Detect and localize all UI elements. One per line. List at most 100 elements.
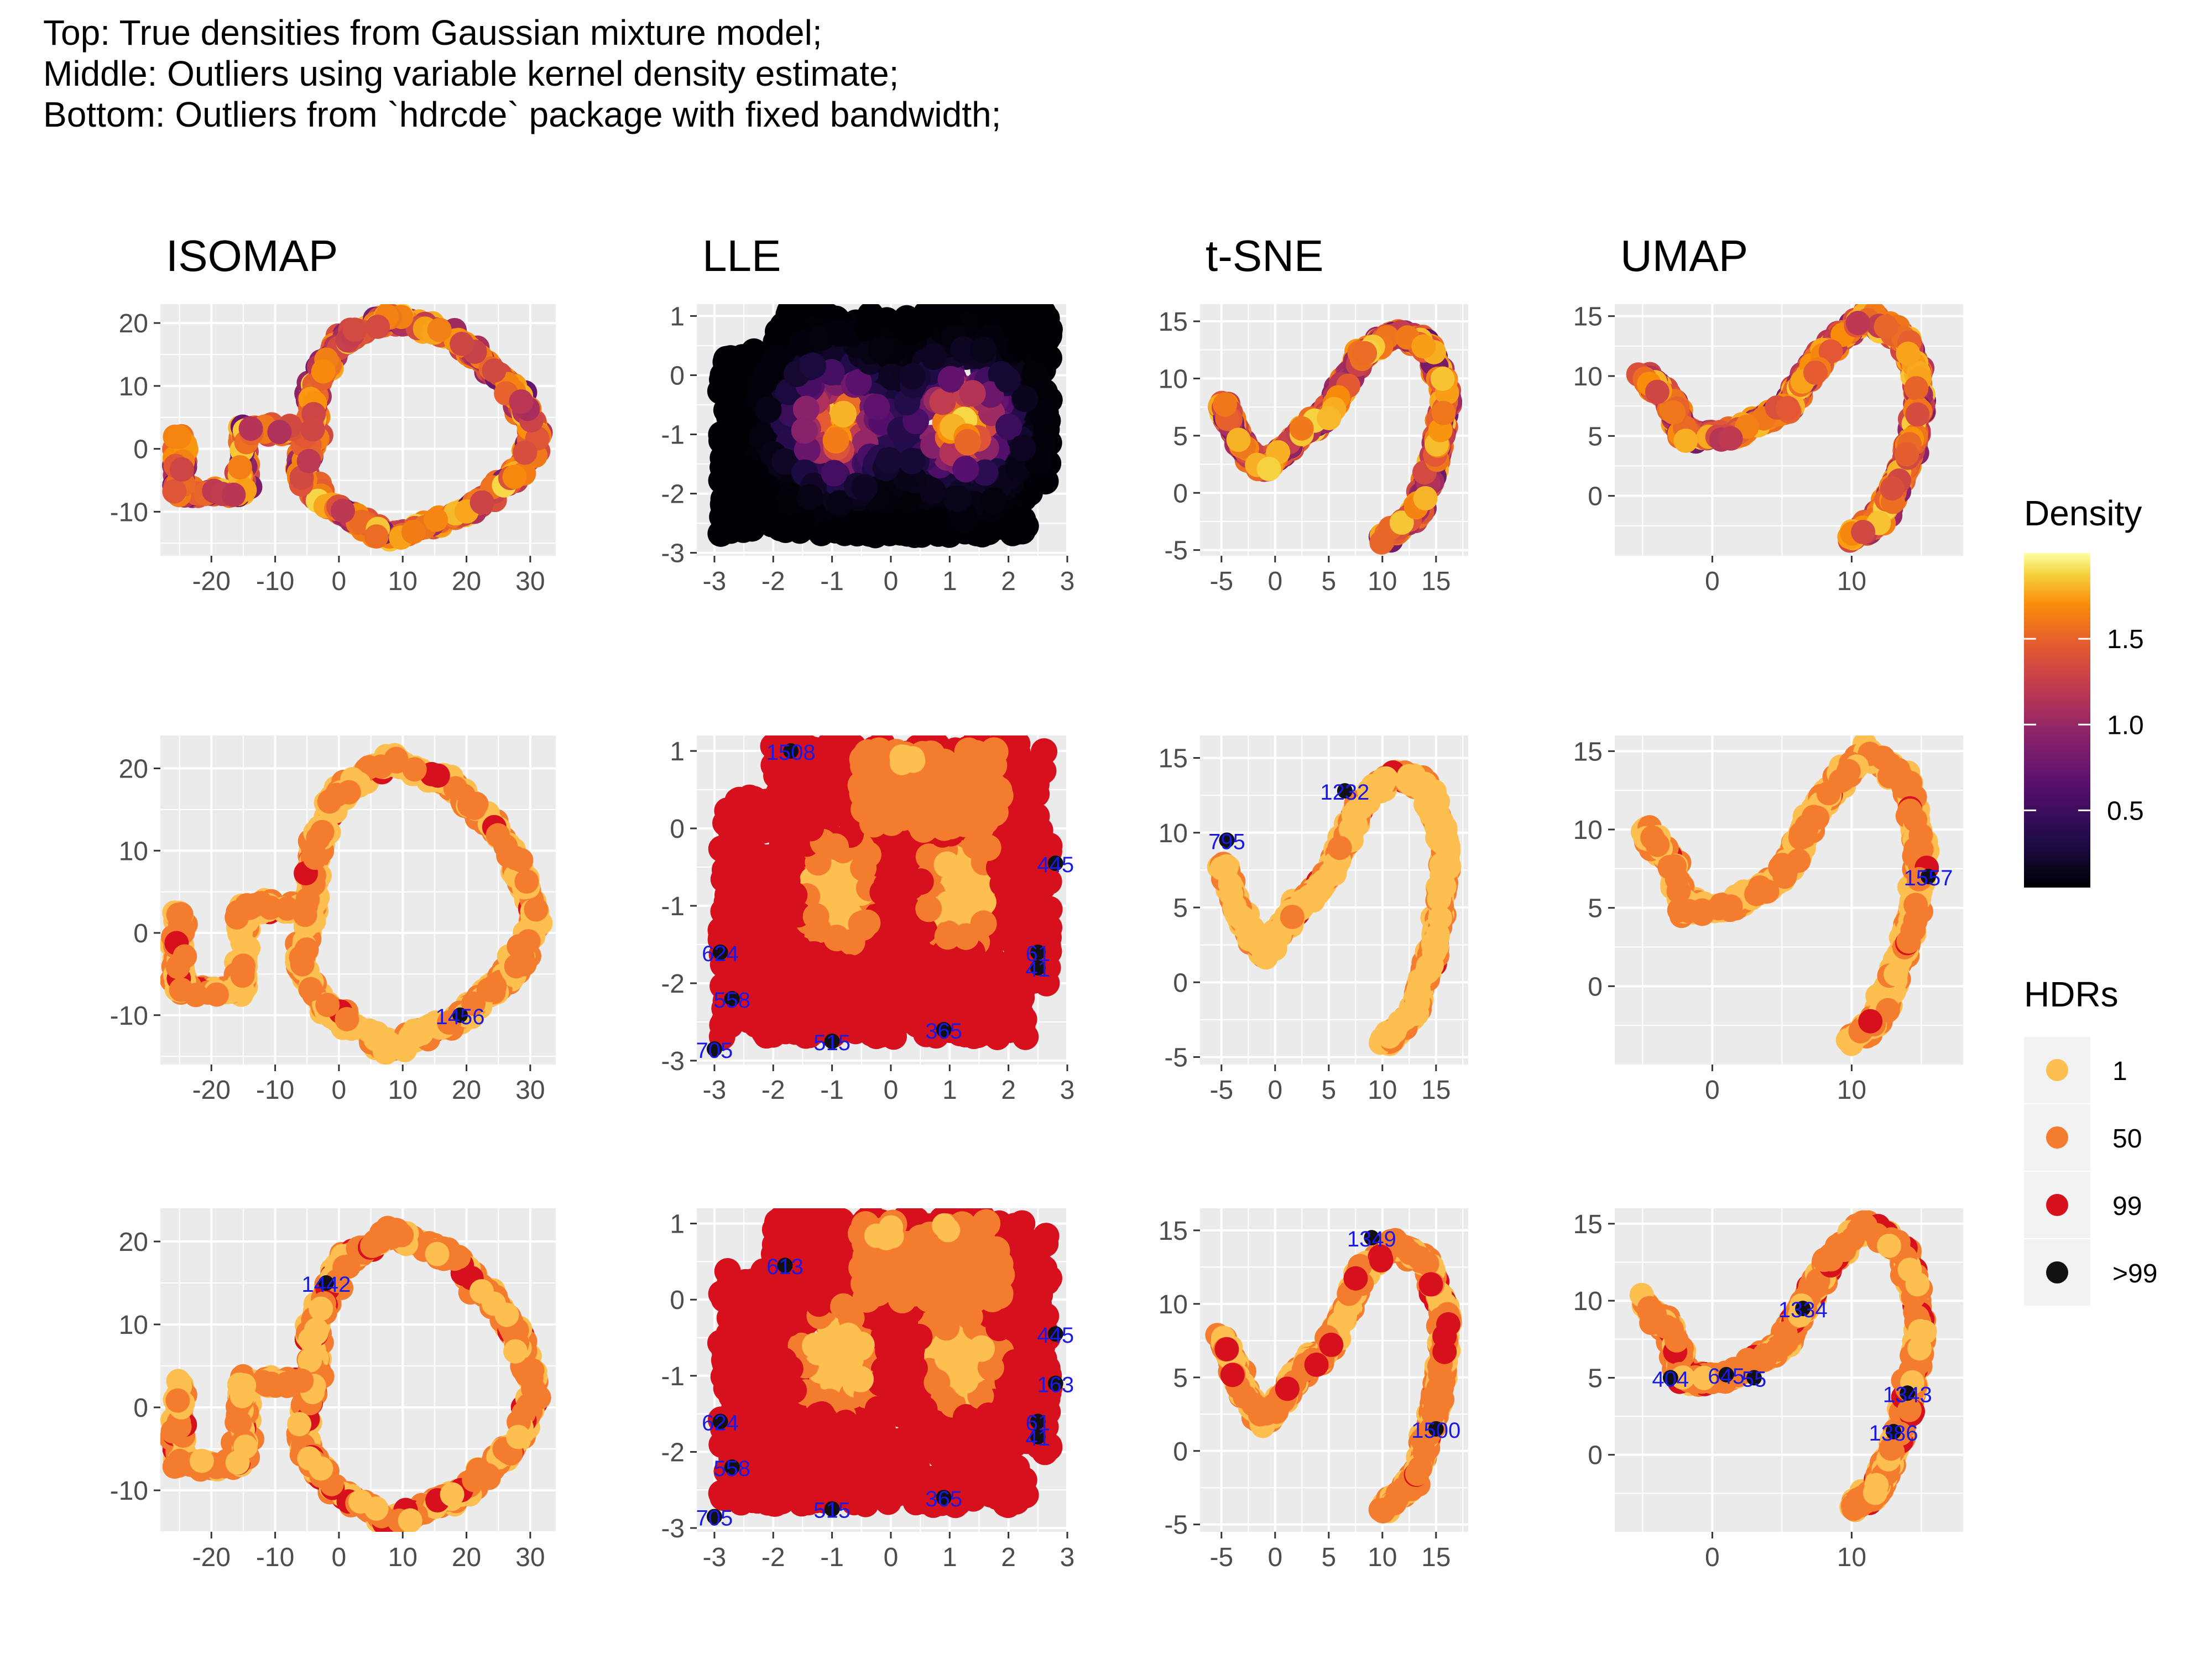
data-point <box>868 336 895 363</box>
outlier-label: 1456 <box>436 1005 485 1029</box>
point-layer <box>1208 319 1463 555</box>
x-tick-label: 1 <box>942 567 957 596</box>
data-point <box>826 490 853 517</box>
data-point <box>294 937 319 962</box>
data-point <box>1213 392 1238 417</box>
y-tick-label: 5 <box>1173 422 1188 451</box>
x-tick-label: 10 <box>1837 567 1866 596</box>
x-tick-label: 0 <box>1705 567 1720 596</box>
data-point <box>469 490 494 515</box>
y-tick-label: 20 <box>119 755 148 784</box>
data-point <box>829 512 856 539</box>
y-tick-label: -10 <box>110 1001 148 1031</box>
x-tick-label: -3 <box>703 1076 727 1105</box>
data-point <box>227 455 252 480</box>
x-tick-label: 5 <box>1321 567 1336 596</box>
x-tick-label: 10 <box>388 1076 418 1105</box>
data-point <box>799 352 826 379</box>
x-tick-label: -2 <box>761 1076 785 1105</box>
data-point <box>973 304 1000 326</box>
figure-caption: Top: True densities from Gaussian mixtur… <box>43 12 1001 135</box>
data-point <box>418 1013 442 1038</box>
y-tick-label: 0 <box>1588 482 1603 512</box>
data-point <box>330 498 355 523</box>
data-point <box>730 516 757 543</box>
x-tick-label: -10 <box>256 567 294 596</box>
data-point <box>524 897 549 922</box>
y-tick-label: 15 <box>1573 302 1603 332</box>
data-point <box>1905 402 1930 427</box>
data-point <box>830 400 857 427</box>
data-point <box>1009 435 1036 462</box>
data-point <box>959 380 986 407</box>
x-tick-label: 0 <box>884 567 899 596</box>
data-point <box>898 316 925 343</box>
x-tick-label: 10 <box>388 567 418 596</box>
data-point <box>221 482 246 507</box>
data-point <box>372 1027 397 1052</box>
x-tick-label: -20 <box>192 1076 231 1105</box>
data-point <box>709 503 736 530</box>
data-point <box>1896 341 1921 366</box>
y-tick-label: 0 <box>670 815 685 844</box>
data-point <box>791 417 818 444</box>
data-point <box>875 447 902 474</box>
x-tick-label: -5 <box>1209 567 1233 596</box>
y-tick-label: 15 <box>1159 307 1188 337</box>
data-point <box>995 413 1022 440</box>
caption-line-top: Top: True densities from Gaussian mixtur… <box>43 13 822 53</box>
x-tick-label: 0 <box>884 1076 899 1105</box>
y-tick-label: -2 <box>661 480 685 509</box>
data-point <box>1389 510 1414 535</box>
y-tick-label: 10 <box>119 837 148 866</box>
data-point <box>1673 428 1698 453</box>
data-point <box>1803 361 1828 385</box>
data-point <box>954 429 981 456</box>
x-tick-label: -20 <box>192 567 231 596</box>
x-tick-label: 20 <box>452 1076 481 1105</box>
y-tick-label: 20 <box>119 309 148 338</box>
data-point <box>1005 333 1032 361</box>
data-point <box>482 358 507 383</box>
panel-title: UMAP <box>1620 231 1748 280</box>
data-point <box>937 366 964 393</box>
data-point <box>792 395 820 422</box>
data-point <box>899 363 926 390</box>
data-point <box>826 320 853 347</box>
data-point <box>1845 311 1870 336</box>
data-point <box>425 763 450 788</box>
data-point <box>1775 396 1800 421</box>
data-point <box>851 474 878 501</box>
x-tick-label: 30 <box>515 567 545 596</box>
data-point <box>1289 416 1314 441</box>
data-point <box>450 331 474 356</box>
data-point <box>854 315 881 342</box>
point-layer <box>706 735 1063 1057</box>
data-point <box>298 977 323 1001</box>
y-tick-label: 10 <box>1159 364 1188 394</box>
data-point <box>994 366 1021 393</box>
data-point <box>267 420 292 445</box>
data-point <box>1880 476 1905 501</box>
point-layer <box>160 743 553 1065</box>
x-tick-label: 10 <box>1368 567 1397 596</box>
data-point <box>952 456 979 483</box>
data-point <box>1430 366 1455 391</box>
data-point <box>335 1006 359 1031</box>
data-point <box>1818 339 1843 364</box>
data-point <box>1904 376 1929 401</box>
data-point <box>863 394 890 421</box>
data-point <box>366 314 390 339</box>
x-tick-label: -3 <box>703 567 727 596</box>
data-point <box>513 440 538 465</box>
data-point <box>1317 406 1342 431</box>
caption-line-bottom: Bottom: Outliers from `hdrcde` package w… <box>43 95 1001 134</box>
x-tick-label: 15 <box>1421 567 1451 596</box>
data-point <box>302 845 327 870</box>
data-point <box>1256 457 1281 482</box>
y-tick-label: -1 <box>661 421 685 450</box>
